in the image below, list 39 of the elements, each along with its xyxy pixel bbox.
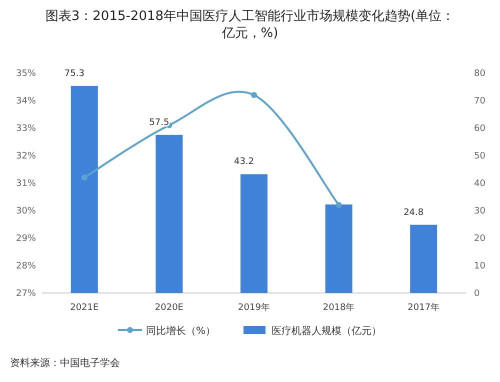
- x-tick-label: 2021E: [70, 303, 100, 313]
- bar: [410, 224, 438, 293]
- legend-label: 同比增长（%）: [146, 325, 216, 337]
- x-tick-label: 2020E: [154, 303, 184, 313]
- bar: [70, 86, 98, 293]
- y-tick-label: 29%: [16, 234, 36, 244]
- data-label: 75.3: [64, 68, 84, 79]
- y-tick-label: 31%: [16, 179, 36, 189]
- bar: [156, 134, 183, 293]
- y2-tick-label: 60: [474, 124, 486, 134]
- y2-tick-label: 0: [474, 289, 480, 299]
- point: [81, 174, 88, 180]
- y2-tick-label: 20: [474, 234, 486, 244]
- bar: [240, 174, 268, 293]
- y-tick-label: 28%: [16, 262, 36, 272]
- y2-tick-label: 80: [474, 69, 486, 79]
- chart-title: 图表3：2015-2018年中国医疗人工智能行业市场规模变化趋势(单位：亿元，%): [45, 9, 455, 41]
- y2-tick-label: 40: [474, 179, 486, 189]
- x-tick-label: 2018年: [322, 302, 355, 313]
- data-label: 57.5: [149, 118, 170, 128]
- point: [251, 92, 257, 98]
- x-tick-label: 2019年: [238, 302, 270, 313]
- text: 资料来源：中国电子学会: [10, 357, 120, 369]
- y-tick-label: 33%: [16, 124, 36, 134]
- bar: [325, 204, 352, 293]
- y2-tick-label: 50: [474, 152, 486, 162]
- y2-tick-label: 70: [474, 96, 486, 106]
- y2-tick-label: 30: [474, 206, 486, 216]
- y2-tick-label: 10: [474, 262, 486, 272]
- y-tick-label: 34%: [16, 96, 36, 106]
- legend-label: 医疗机器人规模（亿元）: [272, 325, 382, 337]
- y-tick-label: 30%: [16, 206, 36, 216]
- y-tick-label: 27%: [16, 289, 36, 299]
- data-label: 24.8: [404, 208, 424, 218]
- point: [336, 202, 342, 208]
- y-tick-label: 32%: [16, 152, 36, 162]
- y-tick-label: 35%: [16, 69, 36, 79]
- x-tick-label: 2017年: [408, 302, 440, 313]
- data-label: 43.2: [234, 157, 254, 168]
